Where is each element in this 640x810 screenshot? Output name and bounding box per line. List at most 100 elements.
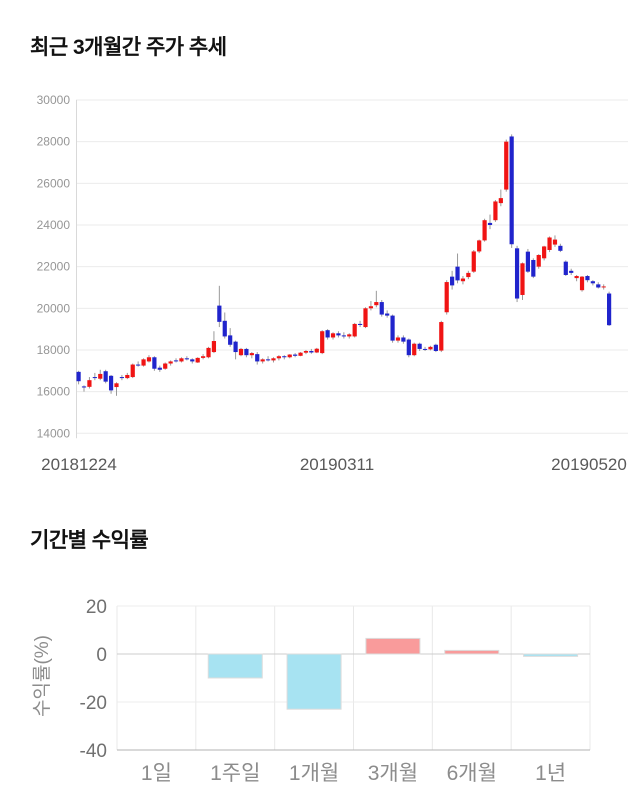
candle-down	[417, 342, 422, 352]
candle-body	[325, 330, 330, 338]
candle-body	[542, 246, 547, 259]
candle-down	[509, 134, 514, 248]
candle-body	[206, 347, 211, 358]
candle-down	[596, 282, 601, 289]
candle-body	[493, 201, 498, 221]
candle-body	[357, 323, 363, 325]
candle-body	[450, 276, 455, 286]
candle-body	[520, 263, 525, 295]
candle-down	[455, 253, 460, 284]
candle-body	[487, 222, 493, 225]
candle-body	[314, 348, 319, 353]
candle-down	[607, 291, 612, 327]
candle-body	[509, 136, 514, 245]
candle-body	[87, 380, 92, 387]
candle-body	[596, 284, 601, 288]
candle-body	[547, 237, 552, 250]
candle-down	[244, 347, 249, 358]
candle-body	[293, 354, 298, 356]
y-axis-tick-label: 20	[86, 597, 107, 618]
candle-down	[309, 348, 314, 354]
candle-body	[395, 337, 401, 341]
candle-up	[552, 235, 558, 247]
candle-up	[168, 360, 173, 366]
y-axis-tick-label: 28000	[37, 135, 71, 149]
candle-body	[385, 313, 390, 316]
candle-up	[87, 377, 92, 389]
candle-body	[108, 375, 114, 391]
candle-body	[482, 220, 487, 241]
candle-up	[303, 349, 309, 355]
candle-body	[498, 198, 503, 204]
candle-up	[542, 245, 547, 261]
candle-body	[439, 322, 444, 351]
candle-body	[569, 270, 574, 273]
candle-down	[103, 369, 108, 384]
candle-down	[325, 329, 330, 340]
category-label: 6개월	[447, 762, 497, 785]
candle-body	[103, 371, 108, 382]
y-axis-tick-label: 14000	[37, 426, 71, 440]
candle-body	[330, 333, 336, 338]
candle-body	[282, 356, 287, 358]
candle-down	[422, 346, 428, 352]
y-axis-tick-label: 20000	[37, 301, 71, 315]
candle-up	[374, 290, 379, 308]
candle-down	[119, 374, 125, 381]
y-axis-tick-label: 22000	[37, 260, 71, 274]
candle-body	[125, 374, 130, 379]
candle-body	[552, 239, 558, 245]
x-axis-date-label: 20190311	[300, 455, 374, 474]
candle-body	[406, 339, 411, 356]
candle-up	[444, 280, 449, 315]
candle-down	[108, 374, 114, 394]
candle-up	[206, 346, 211, 359]
candle-down	[152, 356, 157, 371]
y-axis-tick-label: 24000	[37, 218, 71, 232]
candle-body	[455, 266, 460, 281]
candle-body	[363, 308, 368, 328]
candle-up	[477, 239, 482, 254]
candle-body	[514, 248, 520, 299]
candle-body	[146, 357, 152, 362]
candle-up	[536, 254, 541, 269]
candle-body	[271, 358, 276, 361]
candle-down	[379, 299, 384, 317]
candle-up	[238, 347, 244, 357]
candle-body	[152, 357, 157, 369]
candle-up	[498, 189, 503, 207]
candle-body	[401, 337, 406, 342]
candle-up	[260, 358, 265, 364]
candle-body	[260, 359, 265, 362]
candle-up	[574, 274, 579, 282]
category-label: 1일	[141, 762, 172, 785]
candle-body	[590, 281, 595, 284]
bar-1개월	[286, 653, 342, 710]
candle-body	[336, 333, 341, 336]
candle-body	[184, 358, 189, 360]
candle-up	[320, 330, 325, 355]
bar-3개월	[365, 637, 421, 655]
candle-up	[114, 382, 119, 396]
candle-up	[298, 352, 303, 357]
candle-down	[217, 285, 222, 328]
candle-down	[233, 340, 238, 360]
candle-down	[525, 248, 531, 273]
candle-body	[347, 334, 352, 337]
candle-down	[433, 343, 438, 353]
candle-down	[92, 372, 97, 381]
candle-body	[607, 293, 612, 326]
candle-body	[417, 343, 422, 349]
candle-down	[222, 312, 227, 339]
candle-down	[585, 274, 590, 283]
candle-down	[282, 355, 287, 360]
y-axis-tick-label: 30000	[37, 93, 71, 107]
candle-down	[228, 328, 233, 347]
candle-body	[211, 341, 217, 353]
candle-down	[184, 356, 189, 361]
candle-body	[238, 348, 244, 356]
candle-body	[428, 346, 433, 350]
candle-body	[98, 373, 103, 379]
candle-up	[395, 335, 401, 343]
bar-1주일	[207, 653, 263, 679]
